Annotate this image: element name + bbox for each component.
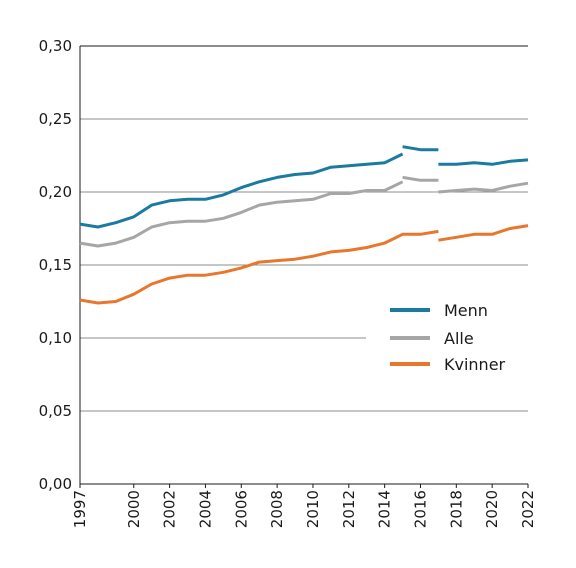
y-tick-label: 0,30 (39, 37, 72, 55)
x-tick-label: 2014 (376, 490, 394, 528)
x-tick-label: 2006 (232, 490, 250, 528)
series-line-kvinner (79, 229, 439, 305)
y-tick-label: 0,15 (39, 256, 72, 274)
x-tick-label: 2022 (519, 490, 537, 528)
series-lines (79, 145, 529, 305)
x-tick-label: 2004 (196, 490, 214, 528)
series-line-menn (79, 152, 404, 229)
grid-lines (79, 45, 528, 485)
series-line-menn (402, 145, 439, 152)
x-tick-label: 2020 (483, 490, 501, 528)
x-tick-label: 1997 (71, 490, 89, 528)
series-line-alle (438, 181, 529, 194)
x-tick-label: 2016 (411, 490, 429, 528)
legend-label-menn: Menn (444, 301, 488, 320)
y-axis-ticks: 0,00 0,05 0,10 0,15 0,20 0,25 0,30 (39, 37, 72, 493)
x-tick-label: 2000 (125, 490, 143, 528)
series-line-alle (79, 180, 404, 248)
series-line-alle (402, 175, 439, 182)
x-axis-ticks: 1997 2000 2002 2004 2006 2008 2010 2012 2014 2016… (71, 484, 537, 528)
legend-label-alle: Alle (444, 329, 474, 348)
legend-label-kvinner: Kvinner (444, 355, 506, 374)
series-line-menn (438, 158, 529, 166)
x-tick-label: 2002 (161, 490, 179, 528)
y-tick-label: 0,00 (39, 475, 72, 493)
x-tick-label: 2008 (268, 490, 286, 528)
series-line-kvinner (438, 224, 529, 242)
x-tick-label: 2012 (340, 490, 358, 528)
legend: Menn Alle Kvinner (390, 301, 506, 374)
y-tick-label: 0,20 (39, 183, 72, 201)
y-tick-label: 0,05 (39, 402, 72, 420)
y-tick-label: 0,25 (39, 110, 72, 128)
x-tick-label: 2018 (447, 490, 465, 528)
x-tick-label: 2010 (304, 490, 322, 528)
y-tick-label: 0,10 (39, 329, 72, 347)
